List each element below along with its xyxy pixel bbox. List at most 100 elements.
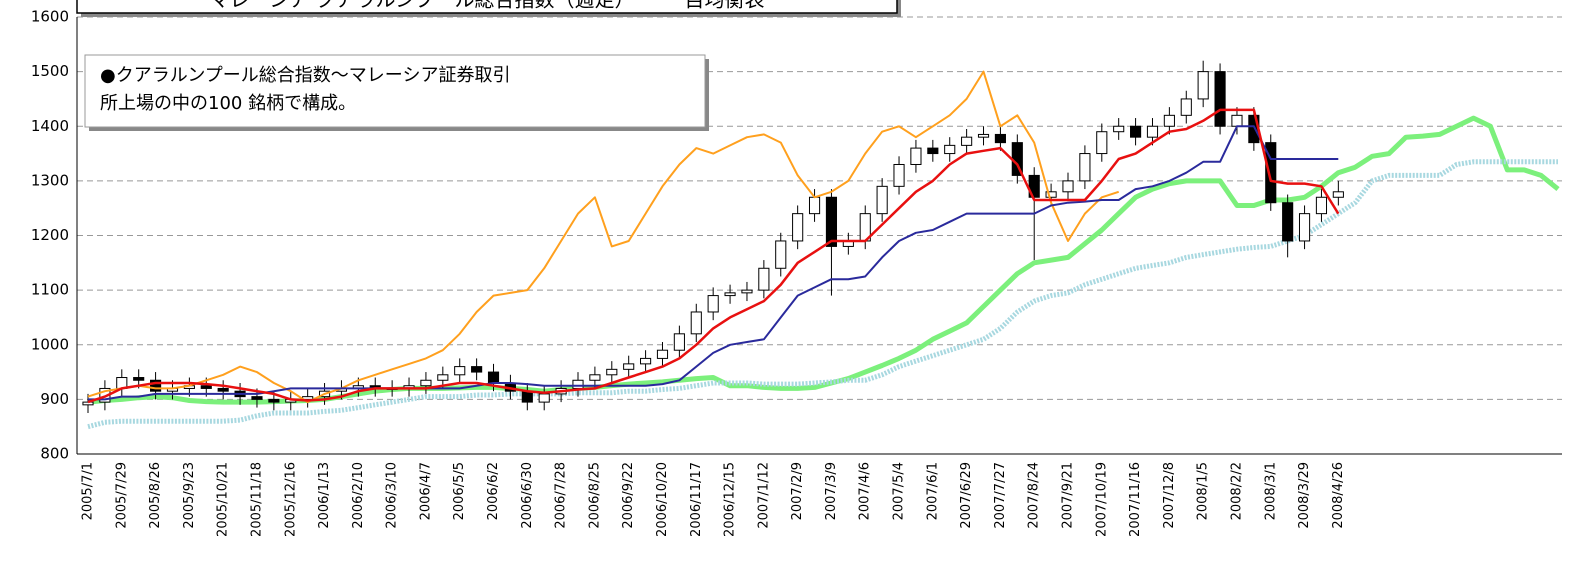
title-box [76,0,898,14]
x-tick-label: 2005/9/23 [182,462,197,529]
x-tick-label: 2008/2/2 [1229,462,1244,520]
candle-body [589,374,601,381]
indicator-line [87,159,1558,430]
candle-body [961,136,973,146]
candle-body [775,240,787,269]
indicator-line [88,125,1339,401]
candle-body [673,333,685,351]
candle-body [268,398,280,403]
candle-body [977,133,990,138]
x-tick-label: 2005/10/21 [216,462,231,537]
candle-body [454,366,466,376]
x-tick-label: 2005/7/1 [81,462,96,520]
candle-body [910,147,922,165]
candle-body [758,267,770,291]
candle-body [640,357,652,365]
x-tick-label: 2007/2/9 [790,462,805,520]
candle-body [623,363,635,370]
candle-body [1282,202,1294,242]
candle-body [521,390,533,403]
candle-body [893,163,905,187]
x-tick-label: 2007/1/12 [756,462,771,529]
candle-body [1130,125,1142,138]
x-tick-label: 2007/9/21 [1061,462,1076,529]
y-tick-label: 800 [40,445,69,463]
indicator-line [87,115,1560,405]
x-tick-label: 2006/8/25 [587,462,602,529]
x-tick-label: 2006/12/15 [723,462,738,537]
x-tick-label: 2006/2/10 [351,462,366,529]
candle-body [1045,191,1057,198]
candle-body [606,368,618,376]
candle-body [792,213,804,242]
candle-body [656,349,669,359]
candle-body [217,387,229,392]
candle-body [876,185,888,215]
candle-body [82,401,94,406]
candle-body [707,295,719,313]
candle-body [471,366,483,373]
x-tick-label: 2006/7/28 [554,462,569,529]
candle-body [1096,131,1108,155]
y-tick-label: 1100 [31,281,69,299]
x-tick-label: 2005/7/29 [114,462,129,529]
y-tick-label: 1200 [31,226,69,244]
x-tick-label: 2007/3/9 [824,462,839,520]
candle-body [994,133,1006,144]
y-tick-label: 1600 [31,8,69,26]
candle-body [808,196,821,215]
candle-body [1146,125,1159,138]
x-tick-label: 2005/8/26 [148,462,163,529]
x-tick-label: 2008/3/29 [1297,462,1312,529]
chart-title: マレーシア クアラルンプール総合指数（週足） 一目均衡表 [210,0,765,12]
x-tick-label: 2006/4/7 [418,462,433,520]
candle-body [724,292,736,297]
candle-body [1113,125,1125,133]
candle-body [150,379,162,392]
x-tick-label: 2008/3/1 [1263,462,1278,520]
candle-body [1315,196,1328,215]
x-tick-label: 2006/11/17 [689,462,704,537]
y-tick-label: 1500 [31,62,69,80]
x-tick-label: 2006/6/30 [520,462,535,529]
x-tick-label: 2005/12/16 [283,462,298,537]
x-tick-label: 2006/5/5 [452,462,467,520]
candle-body [251,396,263,400]
x-tick-label: 2006/9/22 [621,462,636,529]
x-tick-label: 2005/11/18 [249,462,264,537]
x-tick-label: 2007/7/27 [993,462,1008,529]
x-tick-label: 2006/10/20 [655,462,670,537]
candle-body [538,393,550,403]
x-tick-label: 2007/4/6 [858,462,873,520]
x-tick-label: 2006/1/13 [317,462,332,529]
y-tick-label: 1300 [31,171,69,189]
indicator-line [87,108,1340,404]
x-tick-label: 2007/10/19 [1094,462,1109,537]
candle-body [1197,71,1209,100]
annotation-box [84,54,706,128]
candle-body [200,385,212,389]
x-tick-label: 2007/12/8 [1162,462,1177,529]
x-tick-label: 2008/4/26 [1331,462,1346,529]
y-tick-label: 1400 [31,117,69,135]
candle-body [1265,142,1277,204]
x-tick-label: 2007/11/16 [1128,462,1143,537]
x-tick-label: 2008/1/5 [1196,462,1211,520]
y-tick-label: 1000 [31,335,69,353]
candle-body [437,374,449,381]
candle-body [1332,191,1344,198]
x-tick-label: 2007/8/24 [1027,462,1042,529]
candle-body [1231,114,1243,127]
candle-body [1180,98,1192,116]
annotation-text: ●クアラルンプール総合指数～マレーシア証券取引 [100,65,510,86]
candle-body [572,379,584,389]
candle-body [420,379,432,387]
candle-body [944,144,956,155]
candle-body [927,147,939,155]
x-tick-label: 2007/6/29 [959,462,974,529]
x-tick-label: 2006/3/10 [385,462,400,529]
candle-body [741,289,753,294]
candle-body [1079,153,1091,182]
candle-body [1214,71,1226,127]
